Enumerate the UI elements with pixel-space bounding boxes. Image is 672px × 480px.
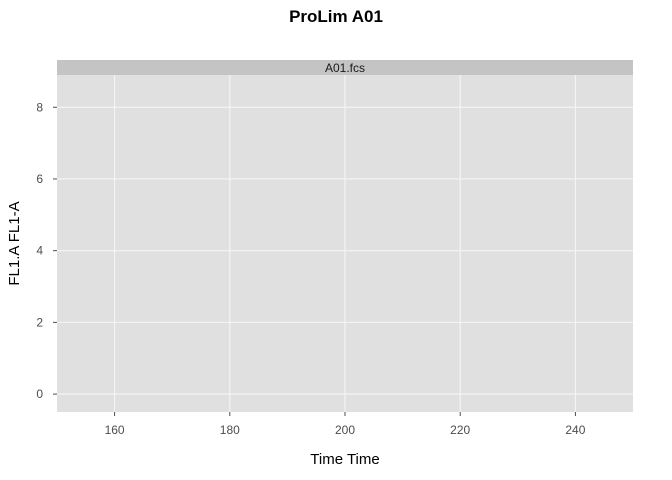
x-axis: 160 180 200 220 240 xyxy=(105,412,586,437)
chart-title: ProLim A01 xyxy=(289,7,383,26)
x-tick-label: 240 xyxy=(565,423,585,437)
y-tick-label: 2 xyxy=(36,315,43,329)
x-axis-title: Time Time xyxy=(310,451,379,468)
y-tick-label: 4 xyxy=(36,244,43,258)
y-tick-label: 6 xyxy=(36,172,43,186)
y-tick-label: 0 xyxy=(36,387,43,401)
y-axis: 0 2 4 6 8 xyxy=(36,100,57,401)
y-axis-title: FL1.A FL1-A xyxy=(6,201,23,285)
x-tick-label: 220 xyxy=(450,423,470,437)
x-tick-label: 160 xyxy=(105,423,125,437)
facet-strip-label: A01.fcs xyxy=(325,61,365,75)
facet-strip xyxy=(57,60,633,75)
x-tick-label: 180 xyxy=(220,423,240,437)
x-tick-label: 200 xyxy=(335,423,355,437)
y-tick-label: 8 xyxy=(36,100,43,114)
grid-lines xyxy=(57,75,633,412)
